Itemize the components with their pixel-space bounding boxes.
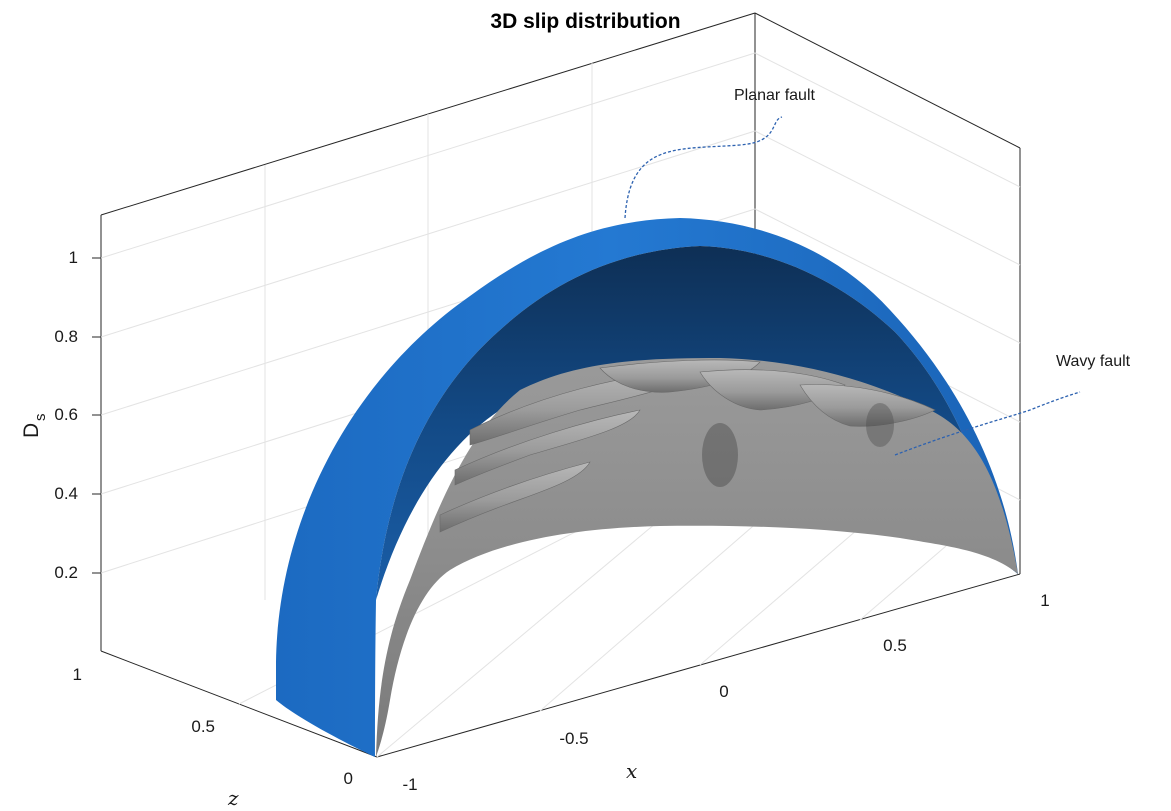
d-axis-label-sub: s bbox=[32, 414, 49, 422]
d-tick-label: 0.4 bbox=[54, 484, 78, 503]
d-ticks: 0.2 0.4 0.6 0.8 1 bbox=[54, 248, 78, 582]
d-tick-label: 0.6 bbox=[54, 405, 78, 424]
x-tick-label: 0.5 bbox=[883, 636, 907, 655]
wavy-fault-surface bbox=[376, 358, 1018, 757]
d-axis-label-main: D bbox=[20, 423, 43, 438]
d-tick-marks bbox=[92, 257, 101, 574]
wavy-ridges bbox=[439, 359, 936, 533]
x-tick-label: -1 bbox=[402, 775, 417, 794]
d-tick-label: 0.2 bbox=[54, 563, 78, 582]
z-axis-label: z bbox=[227, 786, 239, 810]
d-tick-label: 1 bbox=[69, 248, 78, 267]
x-tick-label: 1 bbox=[1040, 591, 1049, 610]
x-axis-label: x bbox=[626, 759, 637, 783]
surface-shadow bbox=[702, 423, 738, 487]
surface-shadow bbox=[866, 403, 894, 447]
d-tick-label: 0.8 bbox=[54, 327, 78, 346]
planar-fault-outer-surface bbox=[276, 218, 1018, 757]
planar-fault-inner-surface bbox=[376, 246, 1018, 600]
wavy-fault-leader bbox=[894, 391, 1081, 456]
annotation-planar-fault: Planar fault bbox=[734, 87, 815, 104]
z-tick-label: 1 bbox=[73, 665, 82, 684]
chart-title: 3D slip distribution bbox=[490, 10, 681, 33]
annotation-wavy-fault: Wavy fault bbox=[1056, 353, 1131, 370]
z-tick-label: 0 bbox=[344, 769, 353, 788]
x-tick-label: 0 bbox=[719, 682, 728, 701]
d-axis-label: D s bbox=[20, 414, 49, 439]
z-tick-label: 0.5 bbox=[191, 717, 215, 736]
x-tick-label: -0.5 bbox=[559, 729, 588, 748]
planar-fault-leader bbox=[624, 116, 783, 219]
z-ticks: 0 0.5 1 bbox=[73, 665, 353, 788]
x-ticks: -1 -0.5 0 0.5 1 bbox=[402, 591, 1049, 794]
